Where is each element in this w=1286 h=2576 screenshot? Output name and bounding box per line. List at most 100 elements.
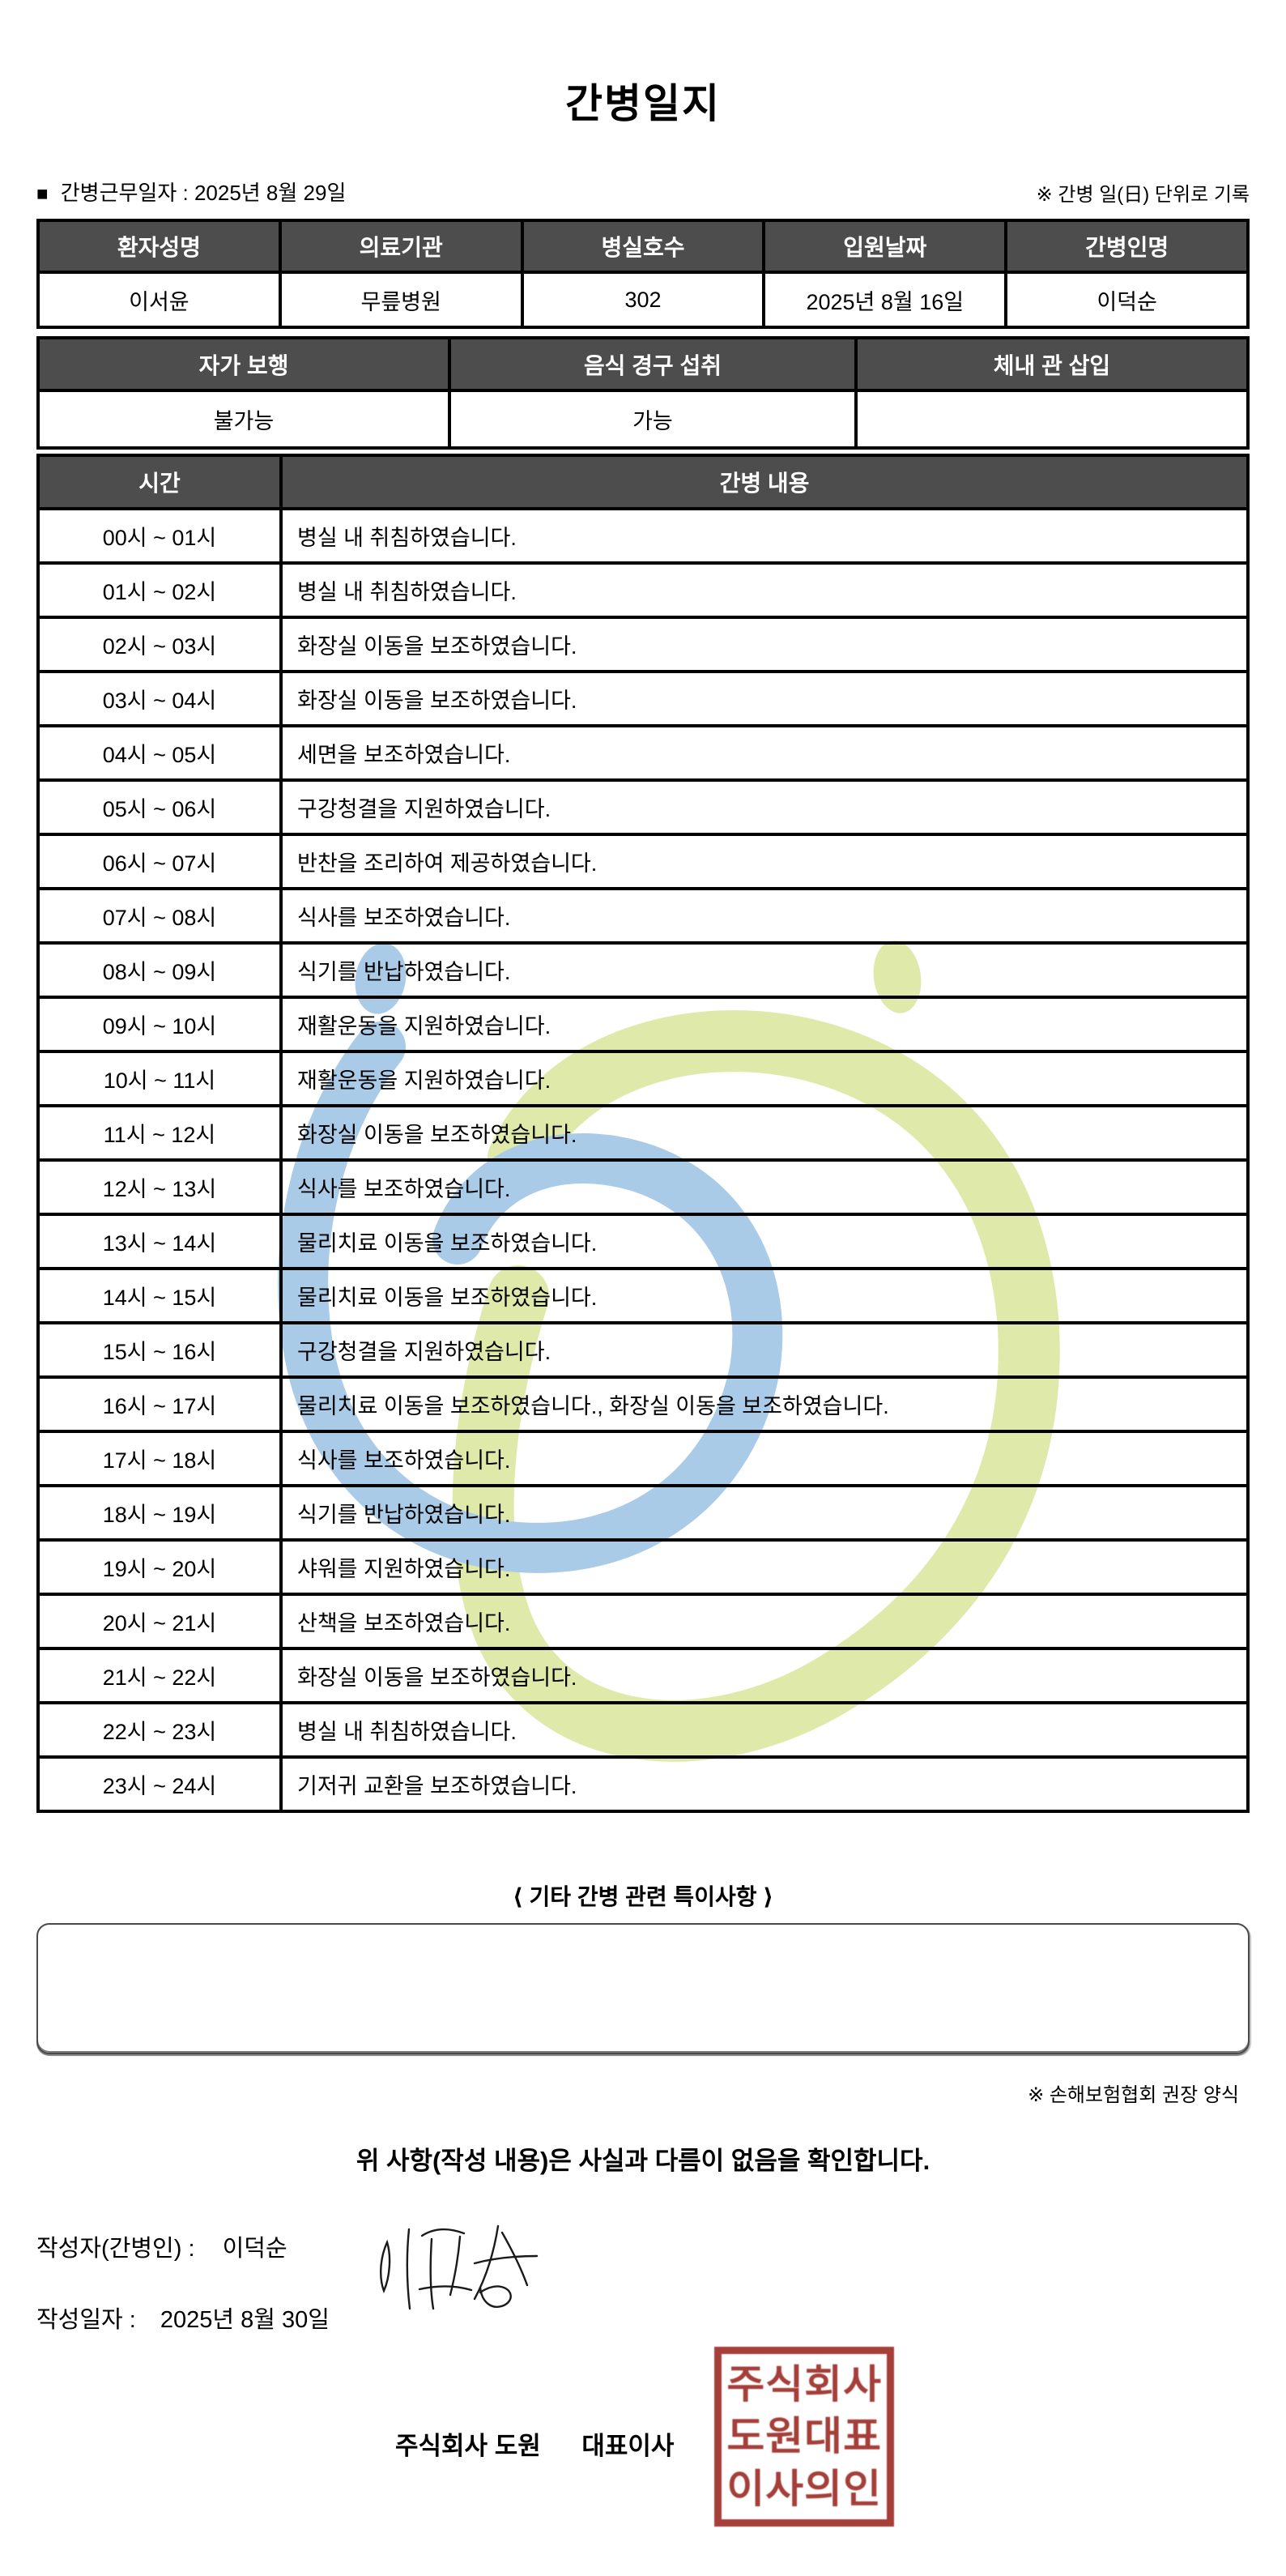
date-value: 2025년 8월 30일 — [160, 2307, 330, 2333]
writer-line: 작성자(간병인) : 이덕순 — [36, 2229, 287, 2263]
status-value-row: 불가능 가능 — [36, 389, 1250, 450]
care-content-cell: 병실 내 취침하였습니다. — [279, 561, 1250, 619]
care-time-cell: 00시 ~ 01시 — [36, 507, 283, 565]
work-date-label: 간병근무일자 : — [60, 181, 189, 205]
care-content-cell: 식사를 보조하였습니다. — [279, 1430, 1250, 1487]
care-time-cell: 22시 ~ 23시 — [36, 1701, 283, 1759]
room-number-value: 302 — [520, 271, 766, 329]
patient-header-row: 환자성명 의료기관 병실호수 입원날짜 간병인명 — [36, 219, 1250, 274]
care-content-cell: 재활운동을 지원하였습니다. — [279, 996, 1250, 1053]
care-content-cell: 식기를 반납하였습니다. — [279, 941, 1250, 999]
bullet-square-icon: ■ — [36, 183, 49, 205]
care-time-cell: 13시 ~ 14시 — [36, 1213, 283, 1270]
care-content-cell: 산책을 보조하였습니다. — [279, 1593, 1250, 1650]
care-log-row: 06시 ~ 07시 반찬을 조리하여 제공하였습니다. — [36, 833, 1250, 890]
care-log-row: 14시 ~ 15시 물리치료 이동을 보조하였습니다. — [36, 1267, 1250, 1324]
header-caregiver-name: 간병인명 — [1004, 219, 1250, 274]
patient-info-table: 환자성명 의료기관 병실호수 입원날짜 간병인명 이서윤 무릎병원 302 20… — [36, 219, 1250, 329]
care-time-cell: 07시 ~ 08시 — [36, 887, 283, 945]
care-log-body: 00시 ~ 01시 병실 내 취침하였습니다. 01시 ~ 02시 병실 내 취… — [36, 507, 1250, 1813]
care-time-cell: 14시 ~ 15시 — [36, 1267, 283, 1324]
care-log-row: 10시 ~ 11시 재활운동을 지원하였습니다. — [36, 1050, 1250, 1107]
care-log-header-row: 시간 간병 내용 — [36, 454, 1250, 510]
care-log-row: 03시 ~ 04시 화장실 이동을 보조하였습니다. — [36, 670, 1250, 727]
care-time-cell: 08시 ~ 09시 — [36, 941, 283, 999]
care-content-cell: 구강청결을 지원하였습니다. — [279, 778, 1250, 836]
care-content-cell: 구강청결을 지원하였습니다. — [279, 1321, 1250, 1379]
care-log-row: 18시 ~ 19시 식기를 반납하였습니다. — [36, 1484, 1250, 1542]
care-time-cell: 03시 ~ 04시 — [36, 670, 283, 727]
care-content-cell: 화장실 이동을 보조하였습니다. — [279, 670, 1250, 727]
care-log-row: 01시 ~ 02시 병실 내 취침하였습니다. — [36, 561, 1250, 619]
care-time-cell: 12시 ~ 13시 — [36, 1158, 283, 1216]
care-time-cell: 02시 ~ 03시 — [36, 616, 283, 673]
care-time-cell: 21시 ~ 22시 — [36, 1647, 283, 1704]
header-room-number: 병실호수 — [520, 219, 766, 274]
date-line: 작성일자 : 2025년 8월 30일 — [36, 2301, 330, 2335]
care-log-row: 00시 ~ 01시 병실 내 취침하였습니다. — [36, 507, 1250, 565]
seal-line-3: 이사의인 — [726, 2467, 882, 2511]
care-log-row: 22시 ~ 23시 병실 내 취침하였습니다. — [36, 1701, 1250, 1759]
care-log-table: 시간 간병 내용 00시 ~ 01시 병실 내 취침하였습니다. 01시 ~ 0… — [36, 454, 1250, 1813]
work-date-value: 2025년 8월 29일 — [194, 181, 347, 205]
company-name: 주식회사 도원 — [395, 2432, 541, 2460]
care-time-cell: 01시 ~ 02시 — [36, 561, 283, 619]
header-oral-intake: 음식 경구 섭취 — [447, 336, 858, 392]
care-content-cell: 기저귀 교환을 보조하였습니다. — [279, 1755, 1250, 1813]
care-time-cell: 17시 ~ 18시 — [36, 1430, 283, 1487]
care-time-cell: 19시 ~ 20시 — [36, 1538, 283, 1596]
care-time-cell: 20시 ~ 21시 — [36, 1593, 283, 1650]
care-time-cell: 23시 ~ 24시 — [36, 1755, 283, 1813]
care-content-cell: 병실 내 취침하였습니다. — [279, 1701, 1250, 1759]
care-log-row: 20시 ~ 21시 산책을 보조하였습니다. — [36, 1593, 1250, 1650]
care-time-cell: 16시 ~ 17시 — [36, 1375, 283, 1433]
care-time-cell: 05시 ~ 06시 — [36, 778, 283, 836]
patient-status-table: 자가 보행 음식 경구 섭취 체내 관 삽입 불가능 가능 — [36, 336, 1250, 450]
header-care-content: 간병 내용 — [279, 454, 1250, 510]
header-patient-name: 환자성명 — [36, 219, 282, 274]
caregiver-name-value: 이덕순 — [1004, 271, 1250, 329]
care-content-cell: 화장실 이동을 보조하였습니다. — [279, 1647, 1250, 1704]
care-content-cell: 화장실 이동을 보조하였습니다. — [279, 1104, 1250, 1162]
care-content-cell: 화장실 이동을 보조하였습니다. — [279, 616, 1250, 673]
care-log-row: 16시 ~ 17시 물리치료 이동을 보조하였습니다., 화장실 이동을 보조하… — [36, 1375, 1250, 1433]
care-log-row: 12시 ~ 13시 식사를 보조하였습니다. — [36, 1158, 1250, 1216]
care-content-cell: 물리치료 이동을 보조하였습니다., 화장실 이동을 보조하였습니다. — [279, 1375, 1250, 1433]
confirmation-statement: 위 사항(작성 내용)은 사실과 다름이 없음을 확인합니다. — [356, 2147, 930, 2175]
care-content-cell: 재활운동을 지원하였습니다. — [279, 1050, 1250, 1107]
care-time-cell: 09시 ~ 10시 — [36, 996, 283, 1053]
internal-tube-value — [854, 389, 1250, 450]
care-content-cell: 병실 내 취침하였습니다. — [279, 507, 1250, 565]
status-header-row: 자가 보행 음식 경구 섭취 체내 관 삽입 — [36, 336, 1250, 392]
meta-row: ■ 간병근무일자 : 2025년 8월 29일 ※ 간병 일(日) 단위로 기록 — [36, 177, 1250, 207]
care-log-row: 07시 ~ 08시 식사를 보조하였습니다. — [36, 887, 1250, 945]
header-admission-date: 입원날짜 — [762, 219, 1008, 274]
care-content-cell: 샤워를 지원하였습니다. — [279, 1538, 1250, 1596]
writer-name: 이덕순 — [222, 2236, 287, 2262]
company-line: 주식회사 도원 대표이사 — [395, 2425, 674, 2462]
care-content-cell: 식기를 반납하였습니다. — [279, 1484, 1250, 1542]
care-log-row: 21시 ~ 22시 화장실 이동을 보조하였습니다. — [36, 1647, 1250, 1704]
care-content-cell: 반찬을 조리하여 제공하였습니다. — [279, 833, 1250, 890]
care-log-row: 13시 ~ 14시 물리치료 이동을 보조하였습니다. — [36, 1213, 1250, 1270]
form-recommendation-note: ※ 손해보험협회 권장 양식 — [1028, 2084, 1239, 2106]
patient-name-value: 이서윤 — [36, 271, 282, 329]
header-self-walking: 자가 보행 — [36, 336, 451, 392]
care-log-row: 11시 ~ 12시 화장실 이동을 보조하였습니다. — [36, 1104, 1250, 1162]
seal-line-2: 도원대표 — [726, 2415, 882, 2459]
patient-value-row: 이서윤 무릎병원 302 2025년 8월 16일 이덕순 — [36, 271, 1250, 329]
handwritten-signature — [380, 2224, 539, 2310]
care-log-row: 05시 ~ 06시 구강청결을 지원하였습니다. — [36, 778, 1250, 836]
admission-date-value: 2025년 8월 16일 — [762, 271, 1008, 329]
special-notes-box — [36, 1923, 1250, 2054]
care-content-cell: 식사를 보조하였습니다. — [279, 1158, 1250, 1216]
care-log-row: 02시 ~ 03시 화장실 이동을 보조하였습니다. — [36, 616, 1250, 673]
care-log-row: 23시 ~ 24시 기저귀 교환을 보조하였습니다. — [36, 1755, 1250, 1813]
seal-line-1: 주식회사 — [726, 2362, 882, 2407]
care-time-cell: 11시 ~ 12시 — [36, 1104, 283, 1162]
care-time-cell: 10시 ~ 11시 — [36, 1050, 283, 1107]
care-content-cell: 식사를 보조하였습니다. — [279, 887, 1250, 945]
unit-note: ※ 간병 일(日) 단위로 기록 — [1036, 184, 1250, 206]
